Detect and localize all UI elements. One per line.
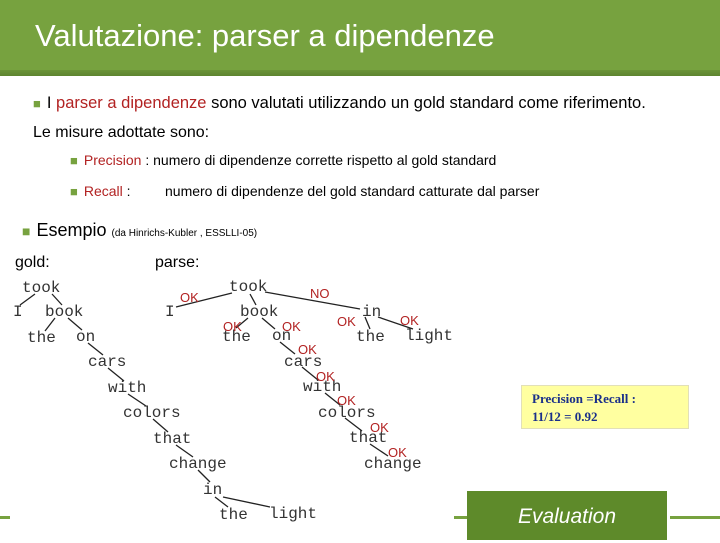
gold-edge	[127, 393, 147, 407]
gold-word: book	[45, 303, 83, 321]
intro-highlight: parser a dipendenze	[56, 94, 207, 112]
ok-mark: OK	[282, 319, 301, 334]
intro-prefix: I	[46, 94, 57, 112]
no-mark: NO	[310, 286, 330, 301]
recall-sep: :	[122, 183, 131, 199]
ok-mark: OK	[388, 445, 407, 460]
parse-word: book	[240, 303, 278, 321]
gold-label: gold:	[15, 254, 50, 271]
parse-edge	[264, 291, 361, 310]
parse-edge	[279, 341, 296, 355]
result-line-2: 11/12 = 0.92	[532, 409, 598, 424]
parse-edge	[364, 316, 371, 330]
gold-edge	[19, 293, 36, 306]
gold-word: change	[169, 455, 227, 473]
footer-accent-mid	[454, 516, 468, 519]
title-bar-shade	[0, 70, 720, 76]
parse-edge	[261, 317, 276, 330]
parse-edge	[369, 443, 389, 457]
example-line: ■ Esempio (da Hinrichs-Kubler , ESSLLI-05)	[22, 220, 257, 241]
bullet-icon: ■	[33, 96, 41, 111]
parse-edge	[324, 392, 341, 406]
gold-word: on	[76, 328, 95, 346]
parse-edge	[235, 317, 249, 329]
parse-word: the	[222, 328, 251, 346]
gold-word: the	[27, 329, 56, 347]
gold-edge	[197, 469, 211, 483]
gold-word: took	[22, 279, 60, 297]
result-line-1: Precision =Recall :	[532, 391, 636, 406]
ok-mark: OK	[223, 319, 242, 334]
gold-edge	[51, 293, 63, 306]
gold-word: cars	[88, 353, 126, 371]
title-bar	[0, 0, 720, 76]
footer-label: Evaluation	[467, 491, 667, 540]
parse-edge	[249, 293, 257, 306]
ok-mark: OK	[180, 290, 199, 305]
parse-edge	[301, 366, 319, 381]
gold-word: I	[13, 303, 23, 321]
parse-word: that	[349, 429, 387, 447]
gold-word: light	[269, 505, 317, 523]
example-source: (da Hinrichs-Kubler , ESSLLI-05)	[111, 228, 258, 239]
parse-edge	[344, 417, 363, 432]
gold-edge	[87, 342, 104, 356]
gold-word: the	[219, 506, 248, 524]
parse-edge	[377, 316, 414, 330]
evaluation-marks: OK NO OK OK OK OK OK OK OK OK OK	[180, 286, 419, 460]
precision-def: numero di dipendenze corrette rispetto a…	[153, 152, 497, 168]
bullet-icon: ■	[22, 223, 31, 239]
recall-item: ■ Recall :	[70, 183, 131, 199]
ok-mark: OK	[370, 420, 389, 435]
gold-edge	[44, 317, 56, 332]
recall-term: Recall	[83, 183, 123, 199]
parse-word: I	[165, 303, 175, 321]
parse-word: the	[356, 328, 385, 346]
parse-word: colors	[318, 404, 376, 422]
gold-edge	[175, 444, 194, 458]
gold-edge	[107, 367, 125, 382]
parse-tree: took I book the on cars with colors that…	[165, 278, 453, 473]
bullet-icon: ■	[70, 153, 78, 168]
parse-edge	[175, 292, 233, 308]
precision-term: Precision	[83, 152, 142, 168]
gold-word: with	[108, 379, 146, 397]
ok-mark: OK	[316, 369, 335, 384]
precision-item: ■ Precision : numero di dipendenze corret…	[70, 152, 496, 168]
precision-sep: :	[141, 152, 154, 168]
intro-rest: sono valutati utilizzando un gold standa…	[206, 94, 646, 112]
gold-word: colors	[123, 404, 181, 422]
ok-mark: OK	[337, 393, 356, 408]
footer-accent-right	[670, 516, 720, 519]
gold-edge	[214, 496, 229, 508]
gold-word: that	[153, 430, 191, 448]
parse-label: parse:	[155, 254, 200, 271]
recall-def: numero di dipendenze del gold standard c…	[165, 183, 540, 199]
parse-word: light	[405, 327, 453, 345]
ok-mark: OK	[337, 314, 356, 329]
gold-edge	[67, 317, 83, 331]
ok-mark: OK	[298, 342, 317, 357]
ok-mark: OK	[400, 313, 419, 328]
parse-word: with	[303, 378, 341, 396]
parse-word: on	[272, 327, 291, 345]
bullet-icon: ■	[70, 184, 78, 199]
gold-edge	[152, 418, 169, 433]
slide-title: Valutazione: parser a dipendenze	[35, 18, 495, 54]
parse-word: change	[364, 455, 422, 473]
gold-edge	[222, 496, 271, 508]
measures-heading: Le misure adottate sono:	[33, 124, 210, 141]
gold-tree: took I book the on cars with colors that…	[13, 279, 317, 524]
parse-word: cars	[284, 353, 322, 371]
title-text: Valutazione: parser a dipendenze	[35, 18, 495, 53]
example-label: Esempio	[36, 220, 107, 240]
gold-word: in	[203, 481, 222, 499]
footer-accent-left	[0, 516, 10, 519]
intro-line: ■ I parser a dipendenze sono valutati uti…	[33, 94, 646, 113]
parse-word: in	[362, 303, 381, 321]
result-box: Precision =Recall : 11/12 = 0.92	[521, 385, 689, 429]
parse-word: took	[229, 278, 267, 296]
